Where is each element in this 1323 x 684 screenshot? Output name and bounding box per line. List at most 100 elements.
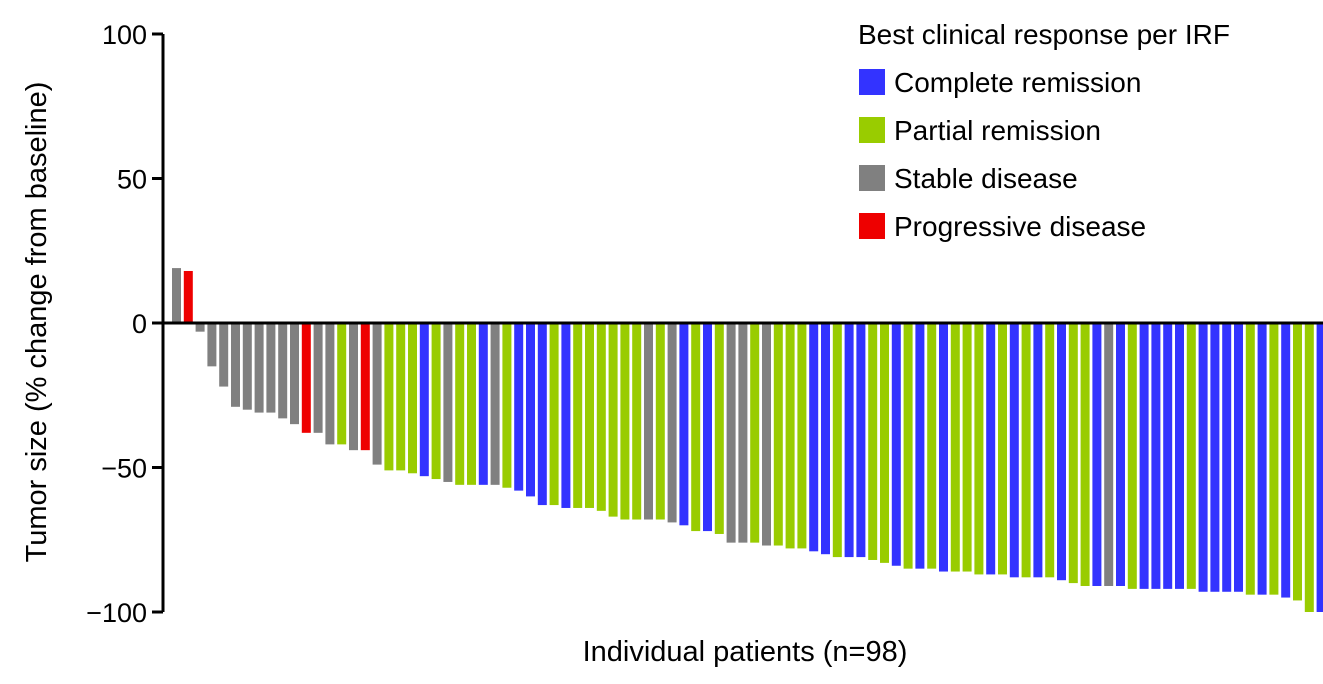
bar-patient-93 xyxy=(1257,323,1267,595)
bar-patient-74 xyxy=(1033,323,1043,578)
bar-patient-23 xyxy=(431,323,441,480)
bar-patient-39 xyxy=(620,323,630,520)
bar-patient-41 xyxy=(644,323,653,520)
bar-patient-45 xyxy=(691,323,701,532)
bar-patient-35 xyxy=(573,323,583,508)
bar-patient-56 xyxy=(821,323,830,555)
bar-patient-61 xyxy=(880,323,889,563)
bar-patient-5 xyxy=(219,323,229,387)
bar-patient-59 xyxy=(856,323,866,558)
bar-patient-79 xyxy=(1092,323,1102,586)
bar-patient-81 xyxy=(1116,323,1125,586)
bar-patient-8 xyxy=(254,323,264,413)
bar-patient-27 xyxy=(478,323,488,485)
bar-patient-71 xyxy=(998,323,1007,575)
bar-patient-54 xyxy=(797,323,807,549)
bar-patient-12 xyxy=(301,323,311,433)
bar-patient-75 xyxy=(1045,323,1055,578)
bar-patient-22 xyxy=(419,323,429,477)
legend: Best clinical response per IRF Complete … xyxy=(858,19,1230,242)
bar-patient-26 xyxy=(467,323,476,485)
bar-patient-11 xyxy=(290,323,299,425)
legend-label-pd: Progressive disease xyxy=(894,211,1146,242)
bar-patient-90 xyxy=(1222,323,1232,592)
bar-patient-18 xyxy=(372,323,382,465)
bar-patient-85 xyxy=(1163,323,1173,589)
bar-patient-76 xyxy=(1057,323,1066,581)
bar-patient-16 xyxy=(349,323,358,451)
bar-patient-62 xyxy=(891,323,901,566)
bar-patient-15 xyxy=(337,323,347,445)
bar-patient-96 xyxy=(1293,323,1302,601)
bar-patient-17 xyxy=(360,323,370,451)
bar-patient-64 xyxy=(915,323,925,569)
bar-patient-4 xyxy=(207,323,217,367)
legend-swatch-sd xyxy=(859,165,885,191)
bar-patient-32 xyxy=(537,323,547,506)
bar-patient-36 xyxy=(585,323,594,508)
bar-patient-94 xyxy=(1269,323,1279,595)
bar-patient-24 xyxy=(443,323,453,482)
x-axis-label: Individual patients (n=98) xyxy=(583,636,908,668)
bar-patient-69 xyxy=(974,323,984,575)
bar-patient-84 xyxy=(1151,323,1161,589)
bar-patient-47 xyxy=(714,323,724,534)
bar-patient-38 xyxy=(608,323,618,517)
legend-swatch-cr xyxy=(859,69,885,95)
bar-patient-98 xyxy=(1316,323,1323,612)
bar-patient-89 xyxy=(1210,323,1220,592)
bar-patient-50 xyxy=(750,323,760,543)
legend-swatch-pd xyxy=(859,213,885,239)
bar-patient-44 xyxy=(679,323,689,526)
bar-patient-92 xyxy=(1245,323,1255,595)
legend-label-cr: Complete remission xyxy=(894,67,1141,98)
legend-title: Best clinical response per IRF xyxy=(858,19,1230,50)
bar-patient-33 xyxy=(549,323,559,506)
bar-patient-37 xyxy=(596,323,606,511)
bar-patient-67 xyxy=(950,323,960,572)
bars-group xyxy=(172,268,1323,612)
bar-patient-72 xyxy=(1009,323,1019,578)
bar-patient-78 xyxy=(1080,323,1090,586)
bar-patient-10 xyxy=(278,323,288,419)
bar-patient-58 xyxy=(844,323,854,558)
bar-patient-87 xyxy=(1186,323,1196,589)
bar-patient-51 xyxy=(762,323,771,546)
bar-patient-14 xyxy=(325,323,335,445)
bar-patient-63 xyxy=(903,323,913,569)
bar-patient-52 xyxy=(773,323,783,546)
bar-patient-49 xyxy=(738,323,748,543)
bar-patient-83 xyxy=(1139,323,1149,589)
bar-patient-91 xyxy=(1234,323,1243,592)
bar-patient-88 xyxy=(1198,323,1208,592)
bar-patient-95 xyxy=(1281,323,1291,598)
bar-patient-86 xyxy=(1175,323,1184,589)
bar-patient-34 xyxy=(561,323,571,508)
bar-patient-13 xyxy=(313,323,323,433)
y-axis-label: Tumor size (% change from baseline) xyxy=(21,82,53,563)
bar-patient-19 xyxy=(384,323,394,471)
bar-patient-9 xyxy=(266,323,276,413)
bar-patient-28 xyxy=(490,323,500,485)
bar-patient-68 xyxy=(962,323,972,572)
bar-patient-65 xyxy=(927,323,937,569)
y-tick-label: 50 xyxy=(117,165,147,195)
axes-group: 100 50 0 −50 −100 xyxy=(86,20,1323,628)
bar-patient-82 xyxy=(1127,323,1137,589)
bar-patient-2 xyxy=(183,270,193,323)
bar-patient-30 xyxy=(514,323,524,491)
bar-patient-7 xyxy=(242,323,252,410)
bar-patient-43 xyxy=(667,323,677,523)
legend-label-pr: Partial remission xyxy=(894,115,1101,146)
bar-patient-55 xyxy=(809,323,819,552)
bar-patient-20 xyxy=(396,323,406,471)
bar-patient-73 xyxy=(1021,323,1031,578)
bar-patient-40 xyxy=(632,323,642,520)
bar-patient-48 xyxy=(726,323,736,543)
legend-swatch-pr xyxy=(859,117,885,143)
bar-patient-1 xyxy=(172,268,181,323)
legend-label-sd: Stable disease xyxy=(894,163,1078,194)
bar-patient-66 xyxy=(939,323,948,572)
